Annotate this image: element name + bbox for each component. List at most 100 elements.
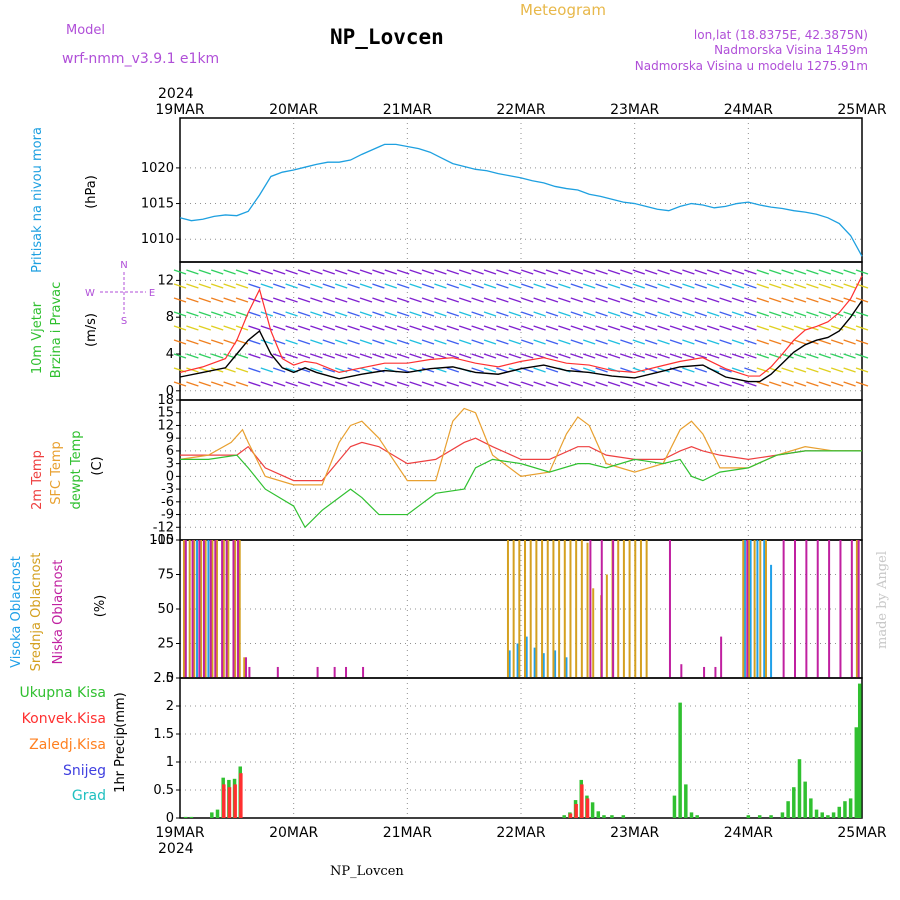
wind-arrow — [483, 283, 497, 289]
cloud-bar — [209, 540, 212, 678]
wind-arrow — [446, 367, 460, 373]
wind-arrow — [682, 381, 695, 387]
wind-arrow — [620, 269, 633, 275]
wind-arrow — [620, 283, 633, 289]
wind-arrow — [719, 325, 732, 331]
top-time-axis: 19MAR 20MAR 21MAR 22MAR 23MAR 24MAR 25MAR — [155, 102, 886, 118]
wind-arrow — [533, 269, 546, 275]
wind-arrow — [223, 269, 236, 275]
wind-arrow — [533, 339, 546, 345]
wind-arrow — [570, 297, 584, 303]
wind-arrow — [607, 353, 621, 359]
y-tick-label: -12 — [153, 520, 174, 535]
cloud-panel: 0 25 50 75 100 — [149, 533, 863, 686]
bottom-tick-label: 24MAR — [724, 825, 773, 841]
cloud-ylabel: Visoka Oblacnost — [9, 556, 24, 668]
wind-arrow — [657, 297, 670, 303]
precip-bar — [215, 809, 220, 818]
wind-arrow — [272, 367, 286, 373]
wind-arrow — [818, 339, 832, 345]
precip-bar — [820, 812, 824, 818]
cloud-bar — [225, 540, 228, 678]
wind-arrow — [458, 269, 472, 275]
wind-arrow — [198, 325, 212, 331]
wind-arrow — [632, 339, 646, 345]
wind-arrow — [347, 353, 360, 359]
wind-arrow — [359, 381, 373, 387]
wind-arrow — [434, 325, 447, 331]
wind-arrow — [533, 325, 546, 331]
wind-arrow — [558, 297, 571, 303]
legend-item: Zaledj.Kisa — [29, 737, 106, 753]
wind-arrow — [334, 339, 348, 345]
wind-arrow — [384, 353, 398, 359]
wind-arrow — [384, 325, 398, 331]
precip-bar — [837, 806, 842, 818]
wind-arrow — [694, 283, 708, 289]
wind-arrow — [434, 297, 447, 303]
wind-arrow — [198, 269, 212, 275]
wind-arrow — [607, 297, 621, 303]
wind-arrow — [756, 325, 770, 331]
wind-arrow — [322, 339, 336, 345]
cloud-bar — [764, 540, 767, 678]
wind-arrow — [421, 353, 435, 359]
wind-arrow — [694, 325, 708, 331]
wind-arrow — [682, 311, 695, 317]
wind-arrow — [496, 339, 509, 345]
wind-ylabel2: Brzina i Pravac — [49, 282, 64, 379]
wind-arrow — [223, 311, 236, 317]
precip-bar — [803, 781, 807, 818]
wind-arrow — [644, 269, 658, 275]
cloud-bar — [770, 564, 773, 678]
wind-arrow — [421, 367, 435, 373]
pressure-ylabel: Pritisak na nivou mora — [30, 127, 45, 273]
y-tick-label: 0 — [166, 671, 174, 686]
cloud-bar — [600, 540, 603, 678]
wind-arrow — [458, 297, 472, 303]
y-tick-label: 18 — [157, 393, 174, 408]
temp-line-sfc-temp — [179, 407, 862, 486]
wind-arrow — [806, 297, 819, 303]
wind-arrow — [223, 297, 236, 303]
precip-bar — [854, 727, 859, 818]
wind-arrow — [186, 269, 199, 275]
legend-item: Snijeg — [63, 763, 106, 779]
wind-arrow — [632, 311, 646, 317]
wind-arrow — [248, 367, 261, 373]
wind-arrow — [421, 283, 435, 289]
credit-text: made by Angel — [875, 551, 890, 649]
wind-arrow — [372, 381, 385, 387]
cloud-bar — [805, 540, 808, 678]
wind-arrow — [223, 339, 236, 345]
wind-arrow — [508, 325, 522, 331]
wind-arrow — [260, 381, 274, 387]
cloud-bar — [204, 540, 207, 678]
cloud-bar — [345, 666, 348, 678]
wind-arrow — [434, 311, 447, 317]
wind-arrow — [248, 311, 261, 317]
y-tick-label: 9 — [166, 431, 174, 446]
wind-arrow — [781, 283, 794, 289]
wind-arrow — [396, 297, 410, 303]
wind-arrow — [706, 339, 720, 345]
wind-arrow — [694, 311, 708, 317]
wind-arrow — [272, 297, 286, 303]
wind-arrow — [496, 283, 509, 289]
wind-arrow — [595, 269, 608, 275]
wind-arrow — [285, 353, 298, 359]
wind-arrow — [272, 269, 286, 275]
wind-arrow — [781, 311, 794, 317]
wind-arrow — [347, 297, 360, 303]
wind-arrow — [322, 367, 336, 373]
wind-arrow — [471, 381, 484, 387]
y-tick-label: 0 — [166, 811, 174, 826]
y-tick-label: 50 — [157, 602, 174, 617]
wind-arrow — [781, 269, 794, 275]
wind-arrow — [359, 367, 373, 373]
wind-arrow — [210, 339, 224, 345]
wind-arrow — [558, 269, 571, 275]
wind-arrow — [533, 381, 546, 387]
cloud-bar — [839, 540, 842, 678]
top-tick-label: 25MAR — [837, 102, 886, 118]
